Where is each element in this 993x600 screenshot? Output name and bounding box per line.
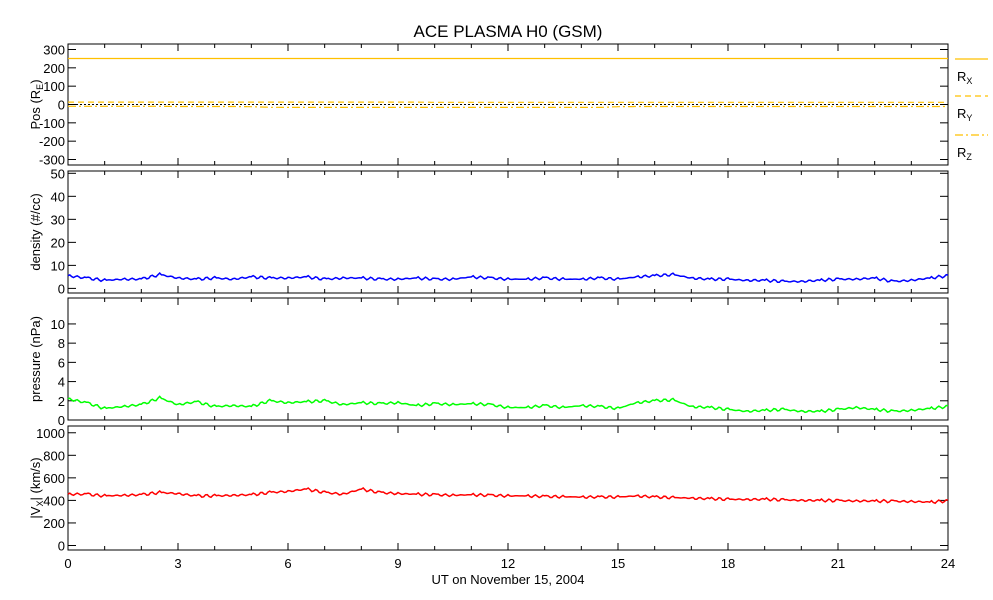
x-tick-label: 6	[284, 556, 291, 571]
y-tick-label: 200	[43, 61, 65, 76]
y-tick-label: 10	[51, 258, 65, 273]
y-tick-label: 200	[43, 516, 65, 531]
y-tick-label: 1000	[36, 426, 65, 441]
y-tick-label: 4	[58, 375, 65, 390]
y-tick-label: 300	[43, 43, 65, 58]
plot-frame	[67, 170, 949, 294]
y-tick-label: 8	[58, 336, 65, 351]
panel-0: 300 200 100 0 -100 -200 -300 Pos (RE) RX RY RZ	[28, 43, 988, 168]
x-tick-label: 3	[174, 556, 181, 571]
series-line-density	[67, 272, 949, 284]
legend-label-y: RY	[957, 106, 972, 123]
x-axis-label: UT on November 15, 2004	[432, 572, 585, 587]
legend-label-x: RX	[957, 69, 972, 86]
y-axis-label: density (#/cc)	[28, 193, 43, 270]
y-tick-label: -100	[39, 116, 65, 131]
y-axis-label: Pos (RE)	[28, 79, 45, 129]
y-tick-label: 6	[58, 355, 65, 370]
panel-1: 50 40 30 20 10 0 density (#/cc)	[28, 166, 949, 296]
y-tick-label: 2	[58, 394, 65, 409]
x-tick-label: 9	[394, 556, 401, 571]
y-tick-label: -200	[39, 134, 65, 149]
y-tick-label: 0	[58, 413, 65, 428]
x-tick-label: 24	[941, 556, 955, 571]
x-tick-label: 21	[831, 556, 845, 571]
panel-2: 10 8 6 4 2 0 pressure (nPa)	[28, 297, 949, 428]
y-axis-label: |VX| (km/s)	[28, 457, 45, 518]
y-tick-label: 0	[58, 98, 65, 113]
series-line-pressure	[67, 395, 949, 414]
y-tick-label: 50	[51, 166, 65, 181]
series-line-vx	[67, 487, 949, 505]
y-tick-label: 400	[43, 493, 65, 508]
x-tick-label: 12	[501, 556, 515, 571]
x-tick-label: 18	[721, 556, 735, 571]
y-tick-label: 800	[43, 448, 65, 463]
chart-title: ACE PLASMA H0 (GSM)	[414, 22, 603, 41]
y-tick-label: -300	[39, 153, 65, 168]
y-tick-label: 100	[43, 79, 65, 94]
y-tick-label: 0	[58, 538, 65, 553]
y-tick-label: 10	[51, 317, 65, 332]
x-tick-label: 0	[64, 556, 71, 571]
y-tick-label: 30	[51, 212, 65, 227]
y-tick-label: 20	[51, 235, 65, 250]
series-line-z	[67, 105, 948, 108]
y-axis-label: pressure (nPa)	[28, 316, 43, 402]
x-tick-label: 15	[611, 556, 625, 571]
plot-frame	[67, 425, 949, 551]
y-tick-label: 0	[58, 281, 65, 296]
y-tick-label: 600	[43, 471, 65, 486]
panel-3: 1000 800 600 400 200 0 |VX| (km/s)	[28, 425, 949, 553]
legend-label-z: RZ	[957, 145, 972, 162]
y-tick-label: 40	[51, 189, 65, 204]
